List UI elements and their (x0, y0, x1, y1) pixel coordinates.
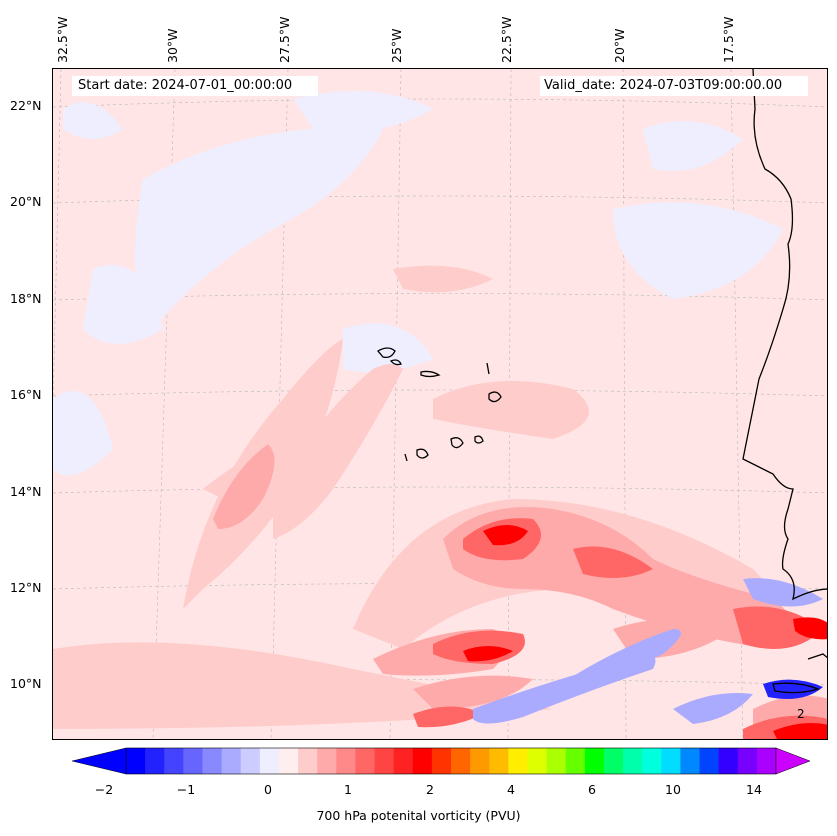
colorbar-cell (355, 748, 376, 774)
colorbar-cell (680, 748, 701, 774)
lon-label-30w: 30°W (165, 28, 180, 63)
colorbar-cell (584, 748, 605, 774)
colorbar-cell (374, 748, 395, 774)
lon-label-27-5w: 27.5°W (277, 16, 292, 63)
colorbar-cell (737, 748, 758, 774)
valid-date-label: Valid_date: 2024-07-03T09:00:00.00 (540, 76, 808, 96)
deep-negative-pv (763, 679, 823, 700)
colorbar-cell (278, 748, 299, 774)
colorbar-cell (718, 748, 739, 774)
colorbar-cell (145, 748, 165, 774)
contour-label: 2 (797, 707, 805, 721)
colorbar-cell (221, 748, 242, 774)
colorbar-tick: 14 (746, 782, 762, 797)
colorbar-cell (126, 748, 146, 774)
colorbar-tick: 6 (588, 782, 596, 797)
colorbar-cell (317, 748, 337, 774)
colorbar (72, 747, 810, 775)
colorbar-cell (164, 748, 184, 774)
colorbar-max-extend (775, 747, 810, 775)
colorbar-cell (756, 748, 777, 774)
lat-label-12n: 12°N (10, 580, 42, 595)
colorbar-cell (183, 748, 203, 774)
lon-label-20w: 20°W (612, 28, 627, 63)
colorbar-cell (546, 748, 567, 774)
colorbar-cell (699, 748, 720, 774)
lat-label-18n: 18°N (10, 291, 42, 306)
colorbar-cell (508, 748, 528, 774)
lon-label-25w: 25°W (389, 28, 404, 63)
lat-label-10n: 10°N (10, 676, 42, 691)
colorbar-tick: 10 (665, 782, 681, 797)
colorbar-cell (298, 748, 318, 774)
colorbar-cell (431, 748, 452, 774)
colorbar-cell (527, 748, 548, 774)
colorbar-cell (336, 748, 356, 774)
lat-label-14n: 14°N (10, 484, 42, 499)
pv-field (53, 69, 827, 739)
colorbar-cell (642, 748, 662, 774)
colorbar-cell (240, 748, 261, 774)
colorbar-tick: 2 (426, 782, 434, 797)
lat-label-20n: 20°N (10, 194, 42, 209)
colorbar-tick: 1 (344, 782, 352, 797)
lon-label-22-5w: 22.5°W (499, 16, 514, 63)
colorbar-cell (393, 748, 414, 774)
negative-pv-bands (473, 578, 823, 724)
colorbar-label: 700 hPa potenital vorticity (PVU) (316, 808, 521, 823)
colorbar-cell (202, 748, 223, 774)
colorbar-cell (661, 748, 681, 774)
colorbar-cell (489, 748, 509, 774)
colorbar-cell (470, 748, 490, 774)
colorbar-tick: 4 (507, 782, 515, 797)
coastlines (377, 69, 827, 694)
lon-label-17-5w: 17.5°W (721, 16, 736, 63)
colorbar-cell (603, 748, 624, 774)
start-date-label: Start date: 2024-07-01_00:00:00 (72, 76, 318, 96)
colorbar-cell (451, 748, 471, 774)
lon-label-32-5w: 32.5°W (55, 16, 70, 63)
colorbar-min-extend (72, 747, 127, 775)
colorbar-tick: 0 (264, 782, 272, 797)
colorbar-tick: −1 (176, 782, 196, 797)
colorbar-cell (412, 748, 433, 774)
colorbar-cell (259, 748, 280, 774)
colorbar-tick: −2 (94, 782, 114, 797)
colorbar-cell (565, 748, 586, 774)
lat-label-22n: 22°N (10, 98, 42, 113)
map-panel: 2 (52, 68, 828, 740)
peak-pv-cores (463, 525, 827, 739)
lat-label-16n: 16°N (10, 387, 42, 402)
colorbar-cell (623, 748, 643, 774)
